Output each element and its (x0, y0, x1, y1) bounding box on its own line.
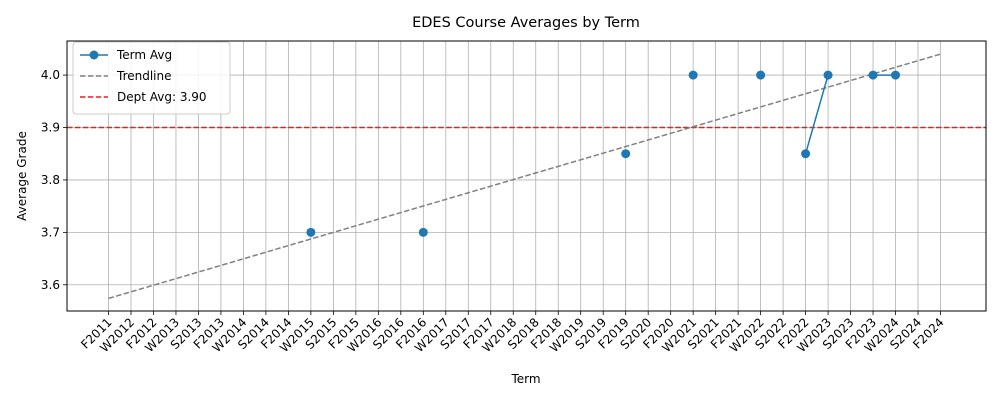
term-avg-point (801, 149, 811, 159)
y-tick-label: 3.6 (41, 278, 60, 292)
term-avg-point (418, 227, 428, 237)
plot-frame (66, 40, 987, 312)
term-avg-point (868, 70, 878, 80)
term-avg-point (688, 70, 698, 80)
term-avg-layer (306, 70, 901, 237)
legend-label: Dept Avg: 3.90 (117, 90, 207, 104)
chart-title: EDES Course Averages by Term (412, 15, 640, 31)
x-axis-label: Term (510, 372, 540, 386)
y-tick-label: 3.8 (41, 173, 60, 187)
term-avg-point (621, 149, 631, 159)
term-avg-point (891, 70, 901, 80)
y-tick-label: 4.0 (41, 68, 60, 82)
y-tick-label: 3.9 (41, 121, 60, 135)
term-avg-point (306, 227, 316, 237)
legend-box (72, 41, 231, 115)
y-axis-ticks: 3.6 3.7 3.8 3.9 4.0 (41, 68, 67, 292)
legend-marker (89, 50, 99, 60)
term-avg-segment (804, 74, 829, 154)
trendline (108, 53, 941, 300)
trendline-layer (108, 53, 941, 300)
y-axis-label: Average Grade (15, 131, 29, 221)
legend: Term Avg Trendline Dept Avg: 3.90 (72, 41, 231, 115)
term-avg-point (756, 70, 766, 80)
legend-label: Trendline (116, 69, 172, 83)
y-tick-label: 3.7 (41, 225, 60, 239)
term-avg-point (823, 70, 833, 80)
legend-label: Term Avg (116, 48, 172, 62)
